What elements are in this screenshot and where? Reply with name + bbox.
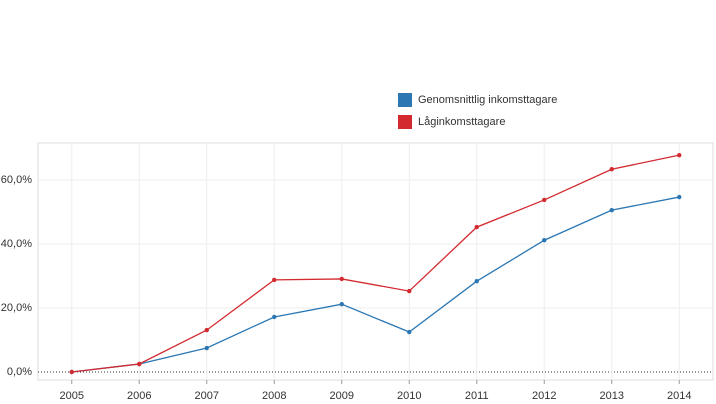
- data-point: [407, 329, 412, 335]
- y-tick-label: 60,0%: [1, 174, 32, 186]
- series-line: [71, 154, 680, 373]
- data-point: [407, 288, 412, 294]
- x-tick-label: 2013: [600, 390, 624, 402]
- data-point: [677, 152, 682, 158]
- data-point: [204, 327, 209, 333]
- data-point: [339, 301, 344, 307]
- data-point: [677, 194, 682, 200]
- legend-label: Låginkomsttagare: [418, 116, 505, 128]
- data-point: [609, 207, 614, 213]
- data-point: [272, 277, 277, 283]
- plot-frame: [37, 142, 714, 381]
- data-point: [137, 361, 142, 367]
- x-tick-label: 2014: [667, 390, 691, 402]
- data-point: [474, 278, 479, 284]
- x-tick-label: 2011: [465, 390, 489, 402]
- series-line: [71, 196, 680, 373]
- x-tick-label: 2010: [397, 390, 421, 402]
- x-tick-label: 2007: [195, 390, 219, 402]
- y-tick-label: 40,0%: [1, 238, 32, 250]
- legend-swatch: [398, 115, 412, 129]
- data-point: [339, 276, 344, 282]
- data-point: [204, 345, 209, 351]
- y-tick-label: 20,0%: [1, 302, 32, 314]
- data-point: [542, 197, 547, 203]
- x-tick-label: 2009: [330, 390, 354, 402]
- x-tick-label: 2005: [60, 390, 84, 402]
- x-tick-label: 2012: [532, 390, 556, 402]
- data-point: [609, 167, 614, 172]
- data-point: [474, 224, 479, 230]
- data-point: [69, 369, 74, 375]
- legend-swatch: [398, 93, 412, 107]
- legend-label: Genomsnittlig inkomsttagare: [418, 94, 557, 106]
- x-tick-label: 2008: [262, 390, 286, 402]
- y-tick-label: 0,0%: [7, 366, 32, 378]
- data-point: [272, 314, 277, 320]
- data-point: [542, 238, 547, 243]
- x-tick-label: 2006: [127, 390, 151, 402]
